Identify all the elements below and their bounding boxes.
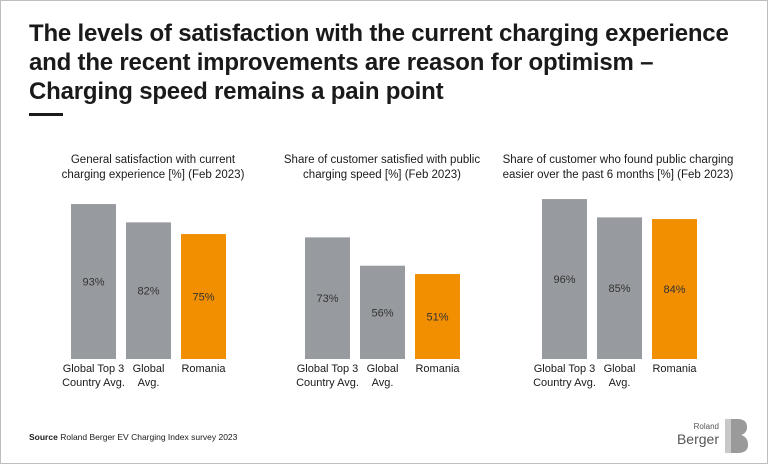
chart-3-category-label-2-line-2: Avg. xyxy=(609,377,631,389)
chart-1-category-label-1-line-2: Country Avg. xyxy=(62,377,125,389)
chart-1-value-label-1: 93% xyxy=(82,277,104,289)
chart-3: Share of customer who found public charg… xyxy=(503,154,734,389)
chart-3-bar-2 xyxy=(597,217,642,359)
chart-2-category-label-2-line-2: Avg. xyxy=(372,377,394,389)
chart-3-title-line-2: easier over the past 6 months [%] (Feb 2… xyxy=(503,169,734,181)
logo-text-berger: Berger xyxy=(676,431,719,447)
chart-3-bar-3 xyxy=(652,219,697,359)
chart-1-title-line-2: charging experience [%] (Feb 2023) xyxy=(62,169,245,181)
chart-2-title-line-1: Share of customer satisfied with public xyxy=(284,154,480,166)
chart-3-category-label-2-line-1: Global xyxy=(604,363,636,375)
chart-1-category-label-2-line-1: Global xyxy=(133,363,165,375)
source-note: Source Roland Berger EV Charging Index s… xyxy=(29,432,237,442)
chart-1-category-label-2-line-2: Avg. xyxy=(138,377,160,389)
chart-2-title-line-2: charging speed [%] (Feb 2023) xyxy=(303,169,461,181)
chart-2-bar-3 xyxy=(415,274,460,359)
chart-1: General satisfaction with current chargin… xyxy=(62,154,245,389)
chart-1-bar-3 xyxy=(181,234,226,359)
chart-2-category-label-1-line-1: Global Top 3 xyxy=(297,363,359,375)
headline: The levels of satisfaction with the curr… xyxy=(29,19,749,106)
chart-2-bar-1 xyxy=(305,237,350,359)
logo-b-mark-icon xyxy=(725,419,748,453)
chart-2-value-label-2: 56% xyxy=(371,307,393,319)
chart-2-category-label-2-line-1: Global xyxy=(367,363,399,375)
chart-1-category-label-1-line-1: Global Top 3 xyxy=(63,363,125,375)
headline-line-3: Charging speed remains a pain point xyxy=(29,78,444,105)
chart-3-value-label-2: 85% xyxy=(608,283,630,295)
headline-line-2: and the recent improvements are reason f… xyxy=(29,49,654,76)
chart-3-category-label-1-line-2: Country Avg. xyxy=(533,377,596,389)
chart-2-category-label-1-line-2: Country Avg. xyxy=(296,377,359,389)
chart-1-bar-1 xyxy=(71,204,116,359)
chart-3-category-label-1-line-1: Global Top 3 xyxy=(534,363,596,375)
chart-1-value-label-3: 75% xyxy=(192,292,214,304)
chart-3-value-label-1: 96% xyxy=(553,274,575,286)
source-text: Roland Berger EV Charging Index survey 2… xyxy=(60,432,238,442)
chart-2-value-label-3: 51% xyxy=(426,312,448,324)
chart-1-value-label-2: 82% xyxy=(137,286,159,298)
chart-3-bar-1 xyxy=(542,199,587,359)
headline-rule xyxy=(29,113,63,116)
chart-3-category-label-3-line-1: Romania xyxy=(652,363,697,375)
headline-line-1: The levels of satisfaction with the curr… xyxy=(29,20,729,47)
chart-2: Share of customer satisfied with public c… xyxy=(284,154,480,389)
chart-3-title-line-1: Share of customer who found public charg… xyxy=(503,154,734,166)
chart-2-value-label-1: 73% xyxy=(316,293,338,305)
chart-1-bar-2 xyxy=(126,222,171,359)
roland-berger-logo: Roland Berger xyxy=(669,417,749,455)
source-label: Source xyxy=(29,432,58,442)
chart-2-bar-2 xyxy=(360,265,405,359)
chart-1-title-line-1: General satisfaction with current xyxy=(71,154,236,166)
logo-text-roland: Roland xyxy=(693,422,719,431)
chart-3-value-label-3: 84% xyxy=(663,284,685,296)
chart-2-category-label-3-line-1: Romania xyxy=(415,363,460,375)
chart-1-category-label-3-line-1: Romania xyxy=(181,363,226,375)
